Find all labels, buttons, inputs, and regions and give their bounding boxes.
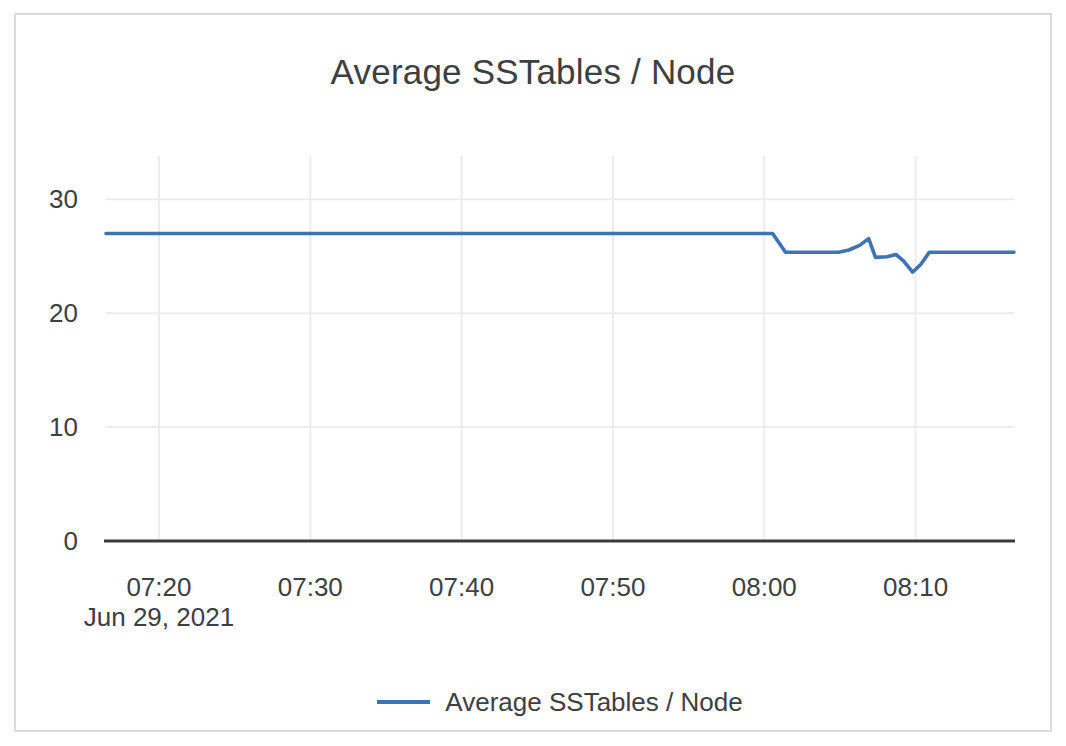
legend-label: Average SSTables / Node	[445, 687, 742, 717]
x-tick-label: 08:10	[841, 572, 991, 602]
y-tick-label: 0	[0, 526, 78, 556]
x-tick-label: 08:00	[689, 572, 839, 602]
x-axis-date-label: Jun 29, 2021	[49, 602, 269, 632]
series-line-average-sstables[interactable]	[106, 234, 1014, 273]
x-tick-label: 07:50	[538, 572, 688, 602]
y-tick-label: 20	[0, 298, 78, 328]
legend-line-swatch	[377, 700, 430, 704]
x-tick-label: 07:20	[84, 572, 234, 602]
x-tick-label: 07:30	[235, 572, 385, 602]
line-chart-plot-area[interactable]	[0, 0, 1066, 746]
y-tick-label: 10	[0, 412, 78, 442]
page: Average SSTables / Node 0102030 07:2007:…	[0, 0, 1066, 746]
legend: Average SSTables / Node	[106, 687, 1014, 717]
legend-item[interactable]: Average SSTables / Node	[377, 687, 742, 717]
x-tick-label: 07:40	[387, 572, 537, 602]
y-tick-label: 30	[0, 184, 78, 214]
